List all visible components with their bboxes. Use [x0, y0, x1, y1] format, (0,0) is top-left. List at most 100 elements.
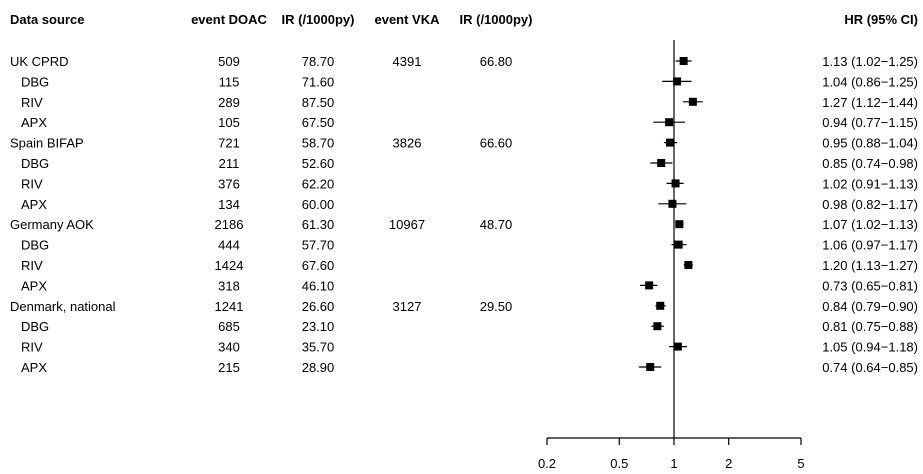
row-event-vka: 4391 — [393, 54, 422, 69]
table-row: APX 105 67.50 0.94 (0.77−1.15) — [21, 115, 918, 130]
row-event-doac: 1424 — [215, 258, 244, 273]
row-event-doac: 134 — [218, 197, 240, 212]
row-hr-ci: 1.02 (0.91−1.13) — [822, 176, 918, 191]
table-row: UK CPRD 509 78.70 4391 66.80 1.13 (1.02−1.25) — [10, 54, 918, 69]
row-ir-doac: 62.20 — [302, 176, 335, 191]
row-hr-ci: 1.27 (1.12−1.44) — [822, 95, 918, 110]
row-source-label: UK CPRD — [10, 54, 69, 69]
x-tick-label: 0.5 — [610, 456, 628, 471]
point-estimate — [668, 199, 677, 208]
row-source-label: DBG — [21, 74, 49, 89]
row-source-label: APX — [21, 360, 47, 375]
row-hr-ci: 0.85 (0.74−0.98) — [822, 156, 918, 171]
row-event-doac: 318 — [218, 278, 240, 293]
row-ir-doac: 26.60 — [302, 299, 335, 314]
x-tick-label: 5 — [797, 456, 804, 471]
row-hr-ci: 0.98 (0.82−1.17) — [822, 197, 918, 212]
row-event-doac: 340 — [218, 340, 240, 355]
point-estimate — [674, 240, 683, 249]
table-row: Denmark, national 1241 26.60 3127 29.50 0.84 … — [10, 299, 918, 314]
header-event-doac: event DOAC — [191, 12, 267, 27]
plot-area — [638, 40, 703, 438]
table-row: APX 134 60.00 0.98 (0.82−1.17) — [21, 197, 918, 212]
row-ir-doac: 61.30 — [302, 217, 335, 232]
point-estimate — [673, 342, 682, 351]
x-tick-label: 0.2 — [538, 456, 556, 471]
row-ir-doac: 71.60 — [302, 74, 335, 89]
row-event-doac: 215 — [218, 360, 240, 375]
row-event-doac: 721 — [218, 136, 240, 151]
point-estimate — [657, 159, 666, 167]
row-ir-doac: 28.90 — [302, 360, 335, 375]
row-ir-doac: 67.60 — [302, 258, 335, 273]
row-source-label: DBG — [21, 238, 49, 253]
row-event-vka: 3127 — [393, 299, 422, 314]
header-row: Data source event DOAC IR (/1000py) even… — [10, 12, 918, 27]
row-source-label: RIV — [21, 176, 43, 191]
x-tick-label: 2 — [725, 456, 732, 471]
row-event-doac: 289 — [218, 95, 240, 110]
row-ir-doac: 78.70 — [302, 54, 335, 69]
row-hr-ci: 0.73 (0.65−0.81) — [822, 278, 918, 293]
x-tick-label: 1 — [670, 456, 677, 471]
row-source-label: RIV — [21, 340, 43, 355]
row-source-label: Germany AOK — [10, 217, 94, 232]
table-row: APX 318 46.10 0.73 (0.65−0.81) — [21, 278, 918, 293]
row-event-doac: 1241 — [215, 299, 244, 314]
table-row: Spain BIFAP 721 58.70 3826 66.60 0.95 (0.88−1… — [10, 136, 918, 151]
point-estimate — [656, 301, 665, 310]
row-ir-vka: 66.80 — [480, 54, 513, 69]
point-estimate — [665, 138, 674, 147]
row-ir-doac: 60.00 — [302, 197, 335, 212]
point-estimate — [684, 261, 693, 269]
row-ir-doac: 52.60 — [302, 156, 335, 171]
row-source-label: RIV — [21, 95, 43, 110]
table-row: DBG 211 52.60 0.85 (0.74−0.98) — [21, 156, 918, 171]
table-row: APX 215 28.90 0.74 (0.64−0.85) — [21, 360, 918, 375]
header-data-source: Data source — [10, 12, 84, 27]
row-event-doac: 444 — [218, 238, 240, 253]
header-event-vka: event VKA — [374, 12, 440, 27]
point-estimate — [665, 118, 674, 127]
row-ir-doac: 23.10 — [302, 319, 335, 334]
row-ir-doac: 35.70 — [302, 340, 335, 355]
row-event-doac: 211 — [219, 156, 240, 171]
table-row: RIV 289 87.50 1.27 (1.12−1.44) — [21, 95, 918, 110]
row-event-vka: 3826 — [393, 136, 422, 151]
row-source-label: RIV — [21, 258, 43, 273]
table-row: RIV 1424 67.60 1.20 (1.13−1.27) — [21, 258, 918, 273]
header-hr-ci: HR (95% CI) — [844, 12, 918, 27]
row-hr-ci: 1.13 (1.02−1.25) — [822, 54, 918, 69]
row-source-label: Spain BIFAP — [10, 136, 84, 151]
row-ir-doac: 57.70 — [302, 238, 335, 253]
point-estimate — [688, 97, 697, 106]
point-estimate — [673, 77, 682, 86]
table-rows: UK CPRD 509 78.70 4391 66.80 1.13 (1.02−1.25)… — [10, 54, 918, 375]
table-row: DBG 685 23.10 0.81 (0.75−0.88) — [21, 319, 918, 334]
row-hr-ci: 1.07 (1.02−1.13) — [822, 217, 918, 232]
point-estimate — [671, 179, 680, 188]
row-hr-ci: 0.95 (0.88−1.04) — [822, 136, 918, 151]
row-source-label: APX — [21, 278, 47, 293]
row-source-label: APX — [21, 115, 47, 130]
row-hr-ci: 0.81 (0.75−0.88) — [822, 319, 918, 334]
point-estimate — [645, 281, 654, 290]
row-hr-ci: 0.84 (0.79−0.90) — [822, 299, 918, 314]
row-hr-ci: 1.06 (0.97−1.17) — [822, 238, 918, 253]
row-event-doac: 2186 — [215, 217, 244, 232]
row-hr-ci: 1.05 (0.94−1.18) — [822, 340, 918, 355]
row-ir-doac: 46.10 — [302, 278, 335, 293]
point-estimate — [653, 322, 662, 331]
row-source-label: Denmark, national — [10, 299, 116, 314]
table-row: DBG 444 57.70 1.06 (0.97−1.17) — [21, 238, 918, 253]
row-hr-ci: 1.04 (0.86−1.25) — [822, 74, 918, 89]
header-ir-vka: IR (/1000py) — [460, 12, 533, 27]
point-estimate — [679, 57, 688, 65]
x-axis: 0.2 0.5 1 2 5 — [538, 437, 805, 471]
row-event-doac: 685 — [218, 319, 240, 334]
row-ir-doac: 67.50 — [302, 115, 335, 130]
row-source-label: APX — [21, 197, 47, 212]
table-row: RIV 340 35.70 1.05 (0.94−1.18) — [21, 340, 918, 355]
row-ir-vka: 48.70 — [480, 217, 513, 232]
